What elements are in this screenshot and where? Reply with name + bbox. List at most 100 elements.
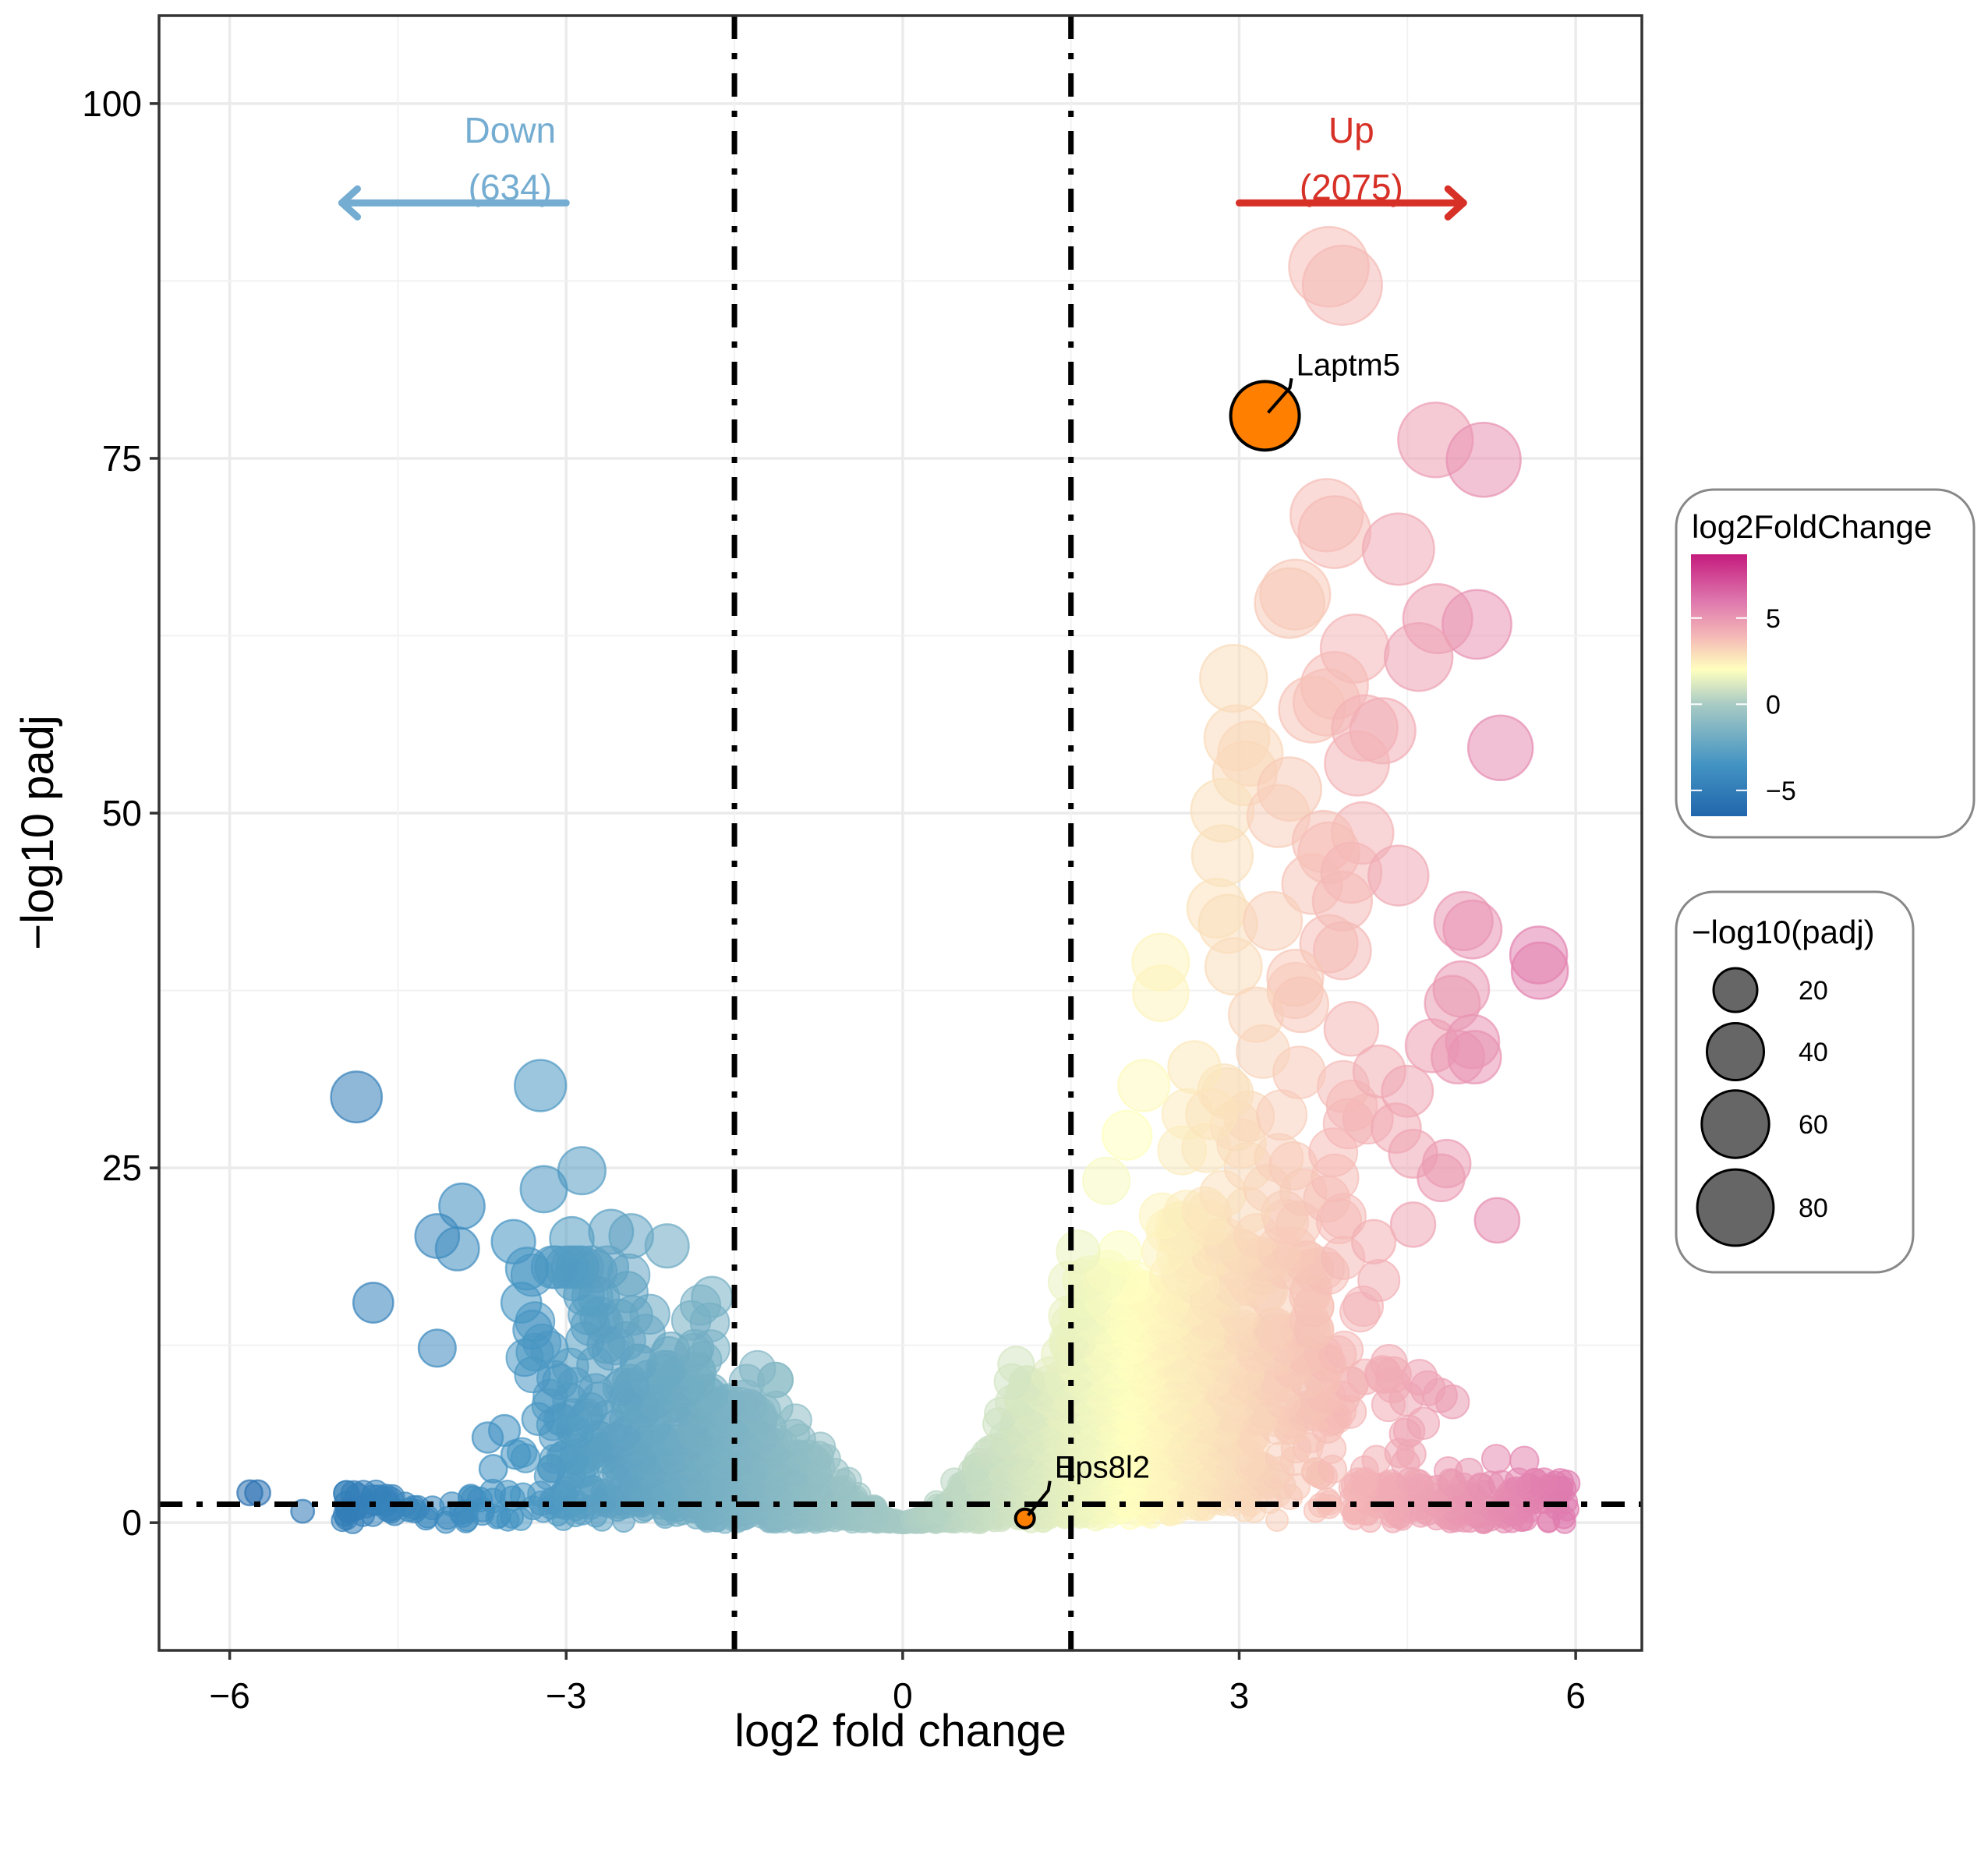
x-tick-label: 0: [893, 1675, 913, 1716]
size-legend: −log10(padj) 20 40 60 80: [1675, 890, 1915, 1274]
data-point: [417, 1328, 457, 1368]
data-point: [514, 1059, 568, 1112]
size-legend-keys: 20 40 60 80: [1696, 967, 1828, 1247]
size-legend-label: 20: [1799, 976, 1828, 1006]
data-point: [691, 1275, 734, 1318]
data-point: [1466, 714, 1534, 782]
size-legend-label: 40: [1799, 1038, 1828, 1067]
data-point: [512, 1309, 553, 1350]
size-legend-label: 80: [1799, 1194, 1828, 1223]
gene-label: Eps8l2: [1055, 1451, 1150, 1485]
data-point: [1357, 1259, 1401, 1302]
data-point: [1117, 1059, 1171, 1112]
data-point: [434, 1226, 480, 1272]
x-tick-label: −3: [546, 1675, 586, 1716]
data-point: [330, 1070, 384, 1123]
data-point: [521, 1402, 556, 1437]
data-point: [1509, 1445, 1540, 1476]
data-point: [478, 1454, 508, 1484]
data-point: [1473, 1197, 1521, 1244]
data-point: [1350, 1218, 1397, 1264]
x-axis-title: log2 fold change: [734, 1706, 1067, 1756]
y-tick-label: 25: [102, 1148, 142, 1188]
data-point: [738, 1349, 776, 1388]
data-point: [1056, 1229, 1101, 1275]
data-point: [1297, 495, 1372, 569]
y-axis-title: −log10 padj: [12, 715, 63, 950]
data-point: [352, 1282, 394, 1324]
y-tick-label: 75: [102, 438, 142, 479]
size-legend-title: −log10(padj): [1692, 914, 1875, 950]
x-axis: −6 −3 0 3 6: [209, 1650, 1586, 1716]
data-point: [1510, 941, 1569, 1000]
data-point: [1370, 1344, 1408, 1382]
data-point: [1530, 1467, 1558, 1496]
down-arrow-icon: [338, 185, 570, 221]
color-legend-box: [1675, 488, 1976, 839]
data-point: [1272, 976, 1330, 1034]
colorbar-tick-label: −5: [1766, 776, 1796, 806]
data-point: [1254, 567, 1326, 639]
down-label: Down: [465, 110, 557, 150]
data-point: [1406, 1406, 1441, 1440]
data-point: [549, 1215, 595, 1262]
data-point: [1383, 622, 1454, 692]
y-tick-label: 0: [122, 1502, 142, 1543]
data-point: [1314, 1487, 1341, 1514]
data-point: [1082, 1156, 1131, 1205]
x-tick-label: −6: [209, 1675, 249, 1716]
data-point: [1441, 589, 1512, 660]
data-point: [1445, 422, 1522, 498]
colorbar-ticks: 5 0 −5: [1691, 604, 1796, 806]
colorbar-tick-label: 5: [1766, 604, 1781, 634]
size-legend-label: 60: [1799, 1110, 1828, 1140]
data-point: [1301, 244, 1383, 326]
gene-label-leader-line: [1027, 1480, 1052, 1516]
data-point: [1324, 730, 1391, 797]
y-tick-label: 100: [82, 83, 142, 124]
size-legend-circle: [1705, 1021, 1766, 1082]
panel-border: [157, 14, 1643, 1652]
data-point: [1132, 964, 1190, 1022]
data-point: [1098, 1230, 1143, 1275]
up-label: Up: [1328, 110, 1374, 150]
data-point: [363, 1479, 390, 1507]
color-legend-title: log2FoldChange: [1692, 508, 1932, 545]
highlighted-gene-point: [1229, 380, 1301, 452]
data-point: [1361, 512, 1435, 586]
data-point: [644, 1223, 690, 1269]
data-point: [1325, 1330, 1364, 1370]
size-legend-circle: [1700, 1089, 1770, 1159]
outlier-points: [236, 225, 1569, 1524]
up-annotation: Up (2075): [1235, 110, 1467, 221]
data-point: [1480, 1444, 1512, 1474]
highlighted-genes: Laptm5 Eps8l2: [1013, 348, 1400, 1530]
data-point: [1185, 1088, 1237, 1141]
data-point: [1204, 937, 1263, 996]
data-point: [1167, 1040, 1222, 1095]
x-tick-label: 6: [1565, 1675, 1586, 1716]
data-point: [1199, 643, 1268, 713]
data-point: [1417, 1153, 1466, 1203]
arrow-head: [1444, 185, 1467, 221]
gene-label: Laptm5: [1296, 348, 1400, 382]
gene-label-leader-line: [1267, 377, 1293, 414]
data-point: [1101, 1109, 1153, 1161]
data-point: [1447, 1030, 1502, 1085]
background-points: [331, 961, 1581, 1534]
data-point: [519, 1165, 568, 1214]
y-axis: 0 25 50 75 100: [82, 83, 159, 1543]
data-point: [1434, 1456, 1463, 1486]
data-point: [1323, 1000, 1380, 1057]
colorbar-tick-label: 0: [1766, 690, 1781, 720]
data-point: [1243, 890, 1304, 952]
data-point: [1190, 824, 1254, 887]
data-point: [1442, 899, 1503, 960]
data-point: [1389, 1201, 1437, 1248]
threshold-lines: [159, 16, 1642, 1650]
y-tick-label: 50: [102, 793, 142, 833]
data-point: [1313, 921, 1372, 981]
data-point: [1367, 844, 1430, 907]
down-annotation: Down (634): [338, 110, 570, 221]
